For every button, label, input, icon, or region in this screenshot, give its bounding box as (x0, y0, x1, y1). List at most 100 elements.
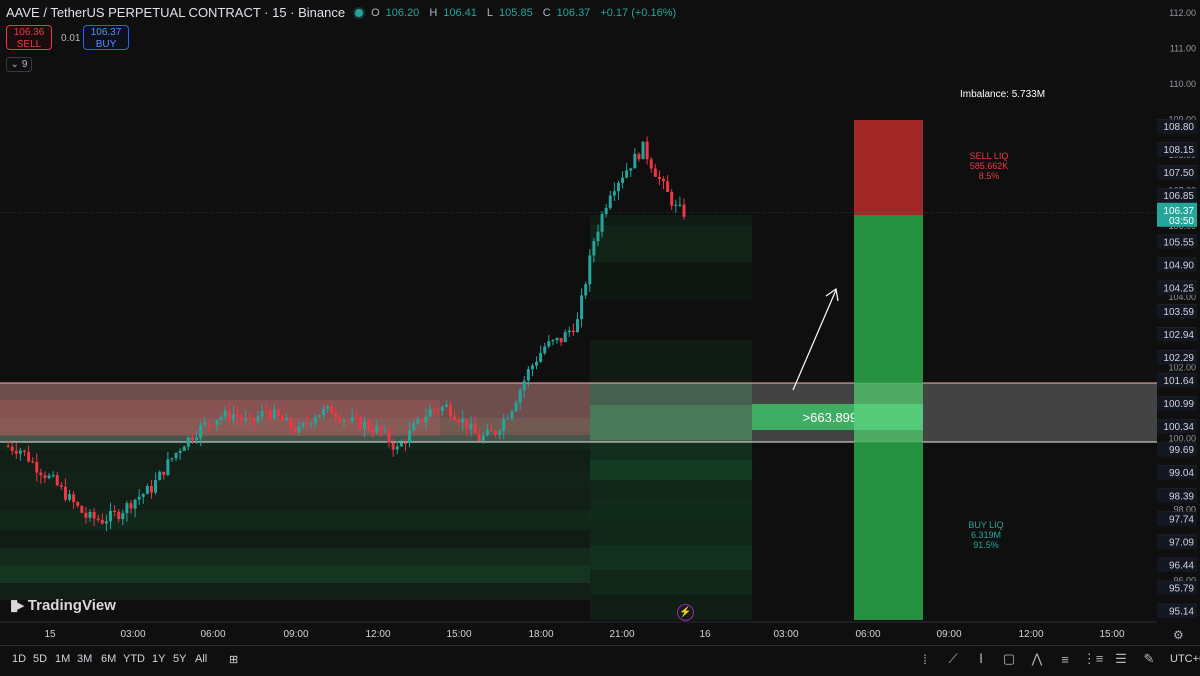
candle-body (416, 418, 420, 424)
candle-body (276, 409, 280, 417)
dots-icon[interactable]: ⁞ (923, 651, 927, 667)
candle-body (113, 510, 117, 512)
range-1y[interactable]: 1Y (152, 653, 166, 665)
time-label: 15:00 (1099, 629, 1124, 640)
candle-body (588, 255, 592, 285)
price-tick: 100.00 (1168, 434, 1196, 444)
candle-body (600, 214, 604, 232)
candle-body (264, 410, 268, 412)
candle-body (141, 494, 145, 497)
candle-body (63, 486, 67, 500)
candle-body (563, 332, 567, 343)
candle-body (649, 159, 653, 169)
time-label: 18:00 (528, 629, 553, 640)
candle-body (178, 450, 182, 454)
bottom-toolbar (0, 645, 1200, 676)
range-1m[interactable]: 1M (55, 653, 71, 665)
candle-body (580, 295, 584, 320)
lightning-icon[interactable]: ⚡ (677, 604, 694, 621)
level-label: 106.85 (1163, 191, 1194, 202)
gear-icon[interactable]: ⚙ (1173, 628, 1184, 642)
liquidity-zone-highlight (854, 404, 923, 430)
rectangle-icon[interactable]: ▢ (1002, 651, 1016, 666)
timezone-selector[interactable]: UTC+6 (1170, 653, 1200, 665)
candle-body (621, 177, 625, 183)
level-label-bg (1157, 234, 1197, 249)
candle-body (457, 420, 461, 423)
candle-body (592, 241, 596, 256)
pattern-icon[interactable]: ⋀ (1031, 651, 1043, 666)
measure-icon[interactable]: ☰ (1115, 651, 1127, 666)
market-status-icon (355, 8, 364, 17)
candle-body (604, 207, 608, 215)
symbol-title[interactable]: AAVE / TetherUS PERPETUAL CONTRACT · 15 … (6, 5, 346, 20)
heatmap-band (0, 432, 590, 450)
level-label: 108.80 (1163, 122, 1194, 133)
heatmap-band (590, 570, 752, 595)
time-label: 15 (44, 629, 56, 640)
candle-body (653, 168, 657, 177)
text-cursor-icon[interactable]: Ⅰ (979, 651, 983, 666)
brush-icon[interactable]: ✎ (1143, 651, 1155, 666)
heatmap-band (0, 565, 590, 583)
drawing-tools: ⁞ ⟋ Ⅰ ▢ ⋀ ≡ ⋮≡ ☰ ✎ (915, 648, 1159, 670)
heatmap-band (590, 500, 752, 520)
candle-body (547, 341, 551, 347)
candle-body (584, 284, 588, 296)
position-icon[interactable]: ⋮≡ (1082, 651, 1104, 666)
candle-body (575, 319, 579, 333)
candle-body (158, 471, 162, 481)
buy-button[interactable]: 106.37 BUY (83, 25, 129, 50)
level-label: 104.25 (1163, 283, 1194, 294)
high-value: 106.41 (443, 6, 477, 19)
candle-body (117, 511, 121, 520)
candle-body (174, 453, 178, 459)
calendar-icon[interactable]: ⊞ (229, 654, 239, 666)
candle-body (502, 418, 506, 431)
zone-box (0, 383, 1157, 442)
candle-body (35, 461, 39, 473)
level-label-bg (1157, 373, 1197, 388)
range-5y[interactable]: 5Y (173, 653, 187, 665)
open-value: 106.20 (385, 6, 420, 19)
candle-body (682, 204, 686, 217)
candle-body (268, 410, 272, 419)
candle-body (96, 518, 100, 520)
chevron-down-icon: ⌄ (10, 59, 19, 70)
range-6m[interactable]: 6M (101, 653, 117, 665)
tradingview-logo: ▮▸ TradingView (10, 596, 116, 615)
candle-body (285, 417, 289, 421)
candle-body (121, 513, 125, 520)
heatmap-band (590, 262, 752, 300)
candle-body (518, 390, 522, 403)
candle-body (272, 409, 276, 419)
candle-body (39, 472, 43, 476)
candle-body (145, 486, 149, 495)
candle-body (215, 419, 219, 426)
candle-body (645, 141, 649, 160)
range-3m[interactable]: 3M (77, 653, 93, 665)
level-label: 102.94 (1163, 330, 1194, 341)
range-all[interactable]: All (195, 653, 208, 665)
sell-button[interactable]: 106.36 SELL (6, 25, 52, 50)
candle-body (55, 475, 59, 486)
brand-name: TradingView (27, 596, 116, 614)
arrow-head (825, 287, 839, 302)
range-1d[interactable]: 1D (12, 653, 27, 665)
candle-body (526, 369, 530, 381)
indicators-toggle[interactable]: ⌄ 9 (6, 57, 32, 72)
candle-body (395, 446, 399, 450)
candle-body (551, 340, 555, 342)
candle-body (555, 337, 559, 341)
candle-body (244, 418, 248, 421)
time-label: 15:00 (446, 629, 471, 640)
range-ytd[interactable]: YTD (123, 653, 145, 665)
price-chart[interactable]: >663.899K<112.00111.00110.00109.00108.00… (0, 0, 1200, 645)
candle-body (43, 475, 47, 478)
heatmap-band (590, 340, 752, 383)
trendline-icon[interactable]: ⟋ (948, 651, 958, 666)
range-5d[interactable]: 5D (33, 653, 48, 665)
candle-body (104, 521, 108, 524)
fib-icon[interactable]: ≡ (1061, 651, 1069, 667)
candle-body (182, 446, 186, 451)
